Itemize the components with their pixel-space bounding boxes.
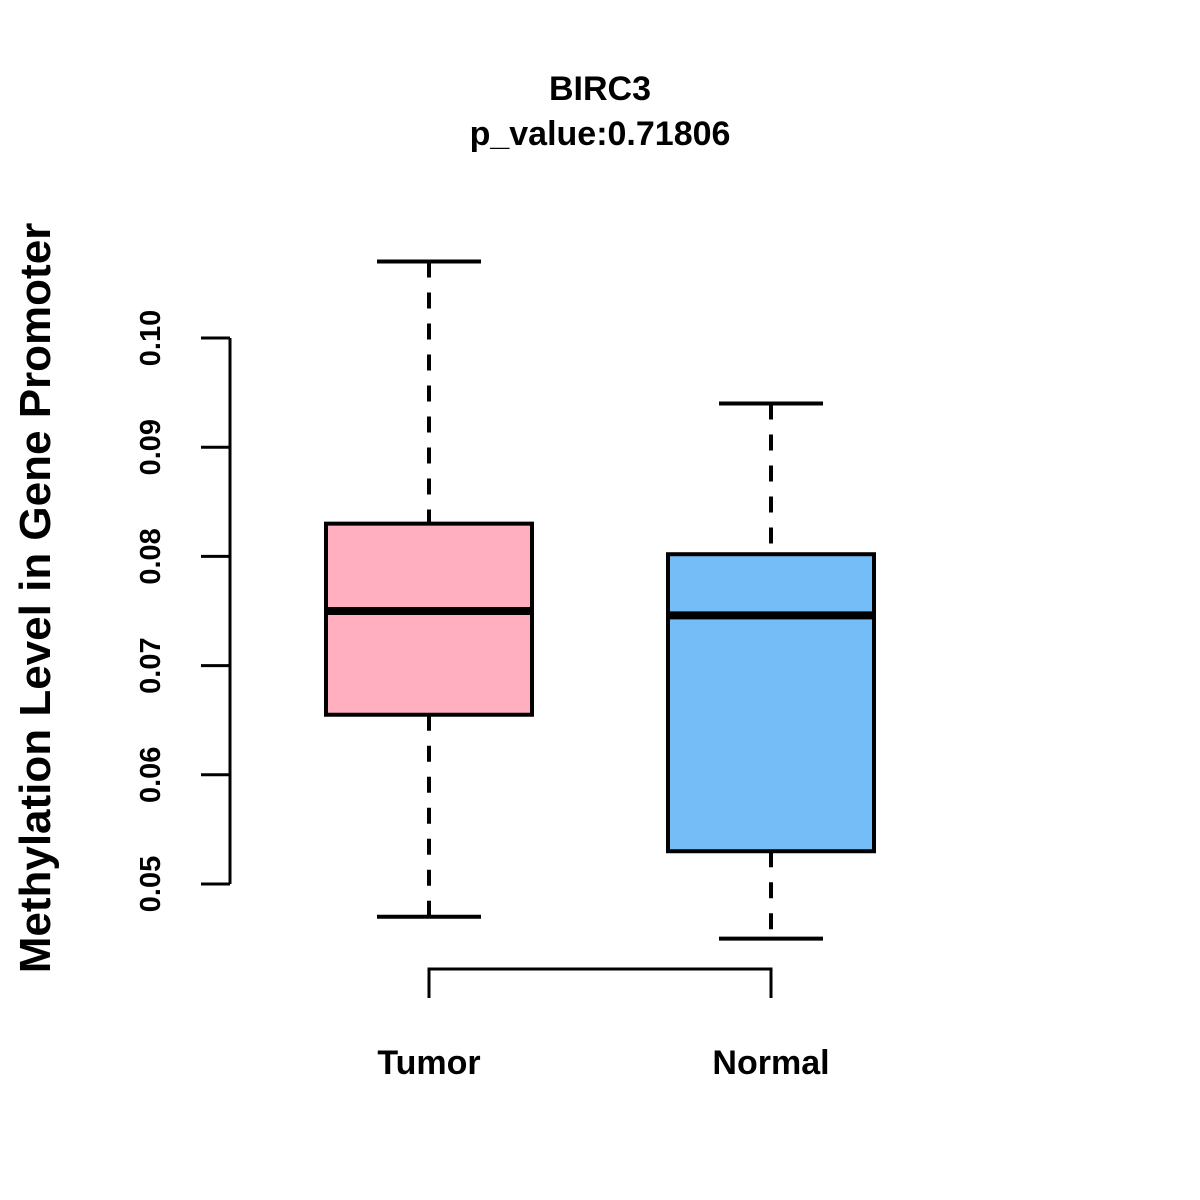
chart-title: BIRC3 (548, 70, 652, 108)
y-tick-label: 0.09 (135, 419, 167, 475)
iqr-box-normal (666, 552, 876, 854)
y-tick-label: 0.10 (135, 310, 167, 366)
chart-subtitle: p_value:0.71806 (469, 115, 731, 153)
x-axis-bracket (427, 967, 773, 998)
y-tick-label: 0.07 (135, 637, 167, 693)
iqr-box-tumor (324, 521, 534, 717)
x-category-label-tumor: Tumor (377, 1044, 480, 1082)
x-category-label-normal: Normal (712, 1044, 829, 1082)
y-tick-label: 0.05 (135, 856, 167, 912)
y-tick-label: 0.08 (135, 528, 167, 584)
y-tick-label: 0.06 (135, 747, 167, 803)
